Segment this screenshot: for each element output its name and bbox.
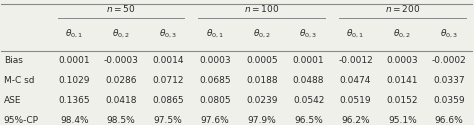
Text: 0.0519: 0.0519 — [340, 96, 371, 105]
Text: 0.0014: 0.0014 — [152, 56, 184, 65]
Text: $\theta_{0,2}$: $\theta_{0,2}$ — [112, 27, 130, 40]
Text: -0.0003: -0.0003 — [104, 56, 138, 65]
Text: 0.0152: 0.0152 — [387, 96, 418, 105]
Text: $\theta_{0,3}$: $\theta_{0,3}$ — [159, 27, 177, 40]
Text: 0.0003: 0.0003 — [386, 56, 418, 65]
Text: 98.4%: 98.4% — [60, 116, 89, 125]
Text: 97.9%: 97.9% — [247, 116, 276, 125]
Text: $\theta_{0,3}$: $\theta_{0,3}$ — [440, 27, 458, 40]
Text: -0.0002: -0.0002 — [432, 56, 466, 65]
Text: 0.1365: 0.1365 — [58, 96, 90, 105]
Text: 0.0488: 0.0488 — [293, 76, 324, 85]
Text: 0.0474: 0.0474 — [340, 76, 371, 85]
Text: $\theta_{0,1}$: $\theta_{0,1}$ — [346, 27, 365, 40]
Text: 95%-CP: 95%-CP — [4, 116, 39, 125]
Text: 0.0141: 0.0141 — [387, 76, 418, 85]
Text: 96.5%: 96.5% — [294, 116, 323, 125]
Text: $n=200$: $n=200$ — [385, 4, 420, 15]
Text: $\theta_{0,1}$: $\theta_{0,1}$ — [206, 27, 224, 40]
Text: 0.0337: 0.0337 — [433, 76, 465, 85]
Text: $\theta_{0,2}$: $\theta_{0,2}$ — [393, 27, 411, 40]
Text: $\theta_{0,2}$: $\theta_{0,2}$ — [253, 27, 271, 40]
Text: $\theta_{0,1}$: $\theta_{0,1}$ — [65, 27, 83, 40]
Text: 0.0188: 0.0188 — [246, 76, 278, 85]
Text: $n=100$: $n=100$ — [244, 4, 279, 15]
Text: 0.0239: 0.0239 — [246, 96, 277, 105]
Text: 0.0359: 0.0359 — [433, 96, 465, 105]
Text: 0.0005: 0.0005 — [246, 56, 278, 65]
Text: ASE: ASE — [4, 96, 21, 105]
Text: 96.6%: 96.6% — [435, 116, 464, 125]
Text: 97.5%: 97.5% — [154, 116, 182, 125]
Text: 0.0286: 0.0286 — [105, 76, 137, 85]
Text: -0.0012: -0.0012 — [338, 56, 373, 65]
Text: 0.0865: 0.0865 — [152, 96, 184, 105]
Text: 0.0418: 0.0418 — [105, 96, 137, 105]
Text: Bias: Bias — [4, 56, 23, 65]
Text: 98.5%: 98.5% — [107, 116, 136, 125]
Text: 97.6%: 97.6% — [201, 116, 229, 125]
Text: 0.0712: 0.0712 — [152, 76, 184, 85]
Text: 0.0001: 0.0001 — [58, 56, 90, 65]
Text: 0.1029: 0.1029 — [59, 76, 90, 85]
Text: 0.0003: 0.0003 — [199, 56, 231, 65]
Text: 0.0805: 0.0805 — [199, 96, 231, 105]
Text: 0.0542: 0.0542 — [293, 96, 324, 105]
Text: 0.0001: 0.0001 — [293, 56, 324, 65]
Text: M-C sd: M-C sd — [4, 76, 34, 85]
Text: 95.1%: 95.1% — [388, 116, 417, 125]
Text: 0.0685: 0.0685 — [199, 76, 231, 85]
Text: $\theta_{0,3}$: $\theta_{0,3}$ — [300, 27, 318, 40]
Text: 96.2%: 96.2% — [341, 116, 370, 125]
Text: $n=50$: $n=50$ — [106, 4, 136, 15]
